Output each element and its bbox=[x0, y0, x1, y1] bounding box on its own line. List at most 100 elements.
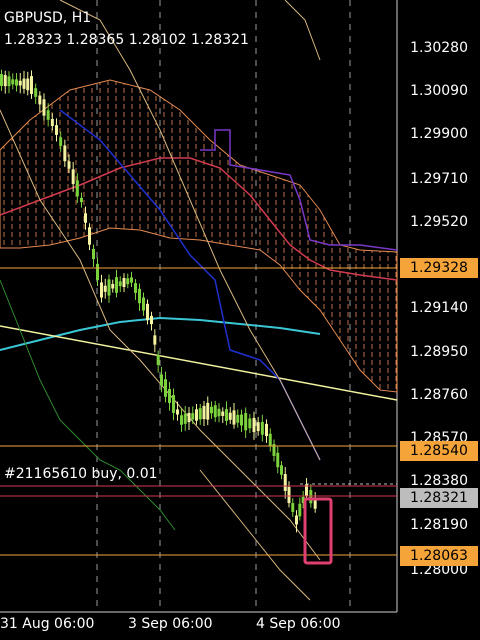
price-tick: 1.30280 bbox=[410, 40, 468, 56]
candle-body bbox=[252, 417, 256, 433]
time-tick: 4 Sep 06:00 bbox=[256, 616, 341, 632]
candle-body bbox=[228, 412, 232, 420]
candle-body bbox=[7, 76, 11, 87]
candle-body bbox=[122, 278, 126, 287]
price-tick: 1.28950 bbox=[410, 344, 468, 360]
candle-body bbox=[126, 278, 130, 285]
candle-body bbox=[160, 374, 163, 386]
chikou-line bbox=[0, 279, 176, 531]
candle-body bbox=[96, 263, 99, 281]
price-tick: 1.29140 bbox=[410, 300, 468, 316]
highlight-box[interactable] bbox=[303, 497, 333, 565]
candle-body bbox=[92, 248, 95, 260]
level-b-label: 1.28540 bbox=[400, 441, 478, 461]
candle-body bbox=[11, 79, 15, 85]
price-tick: 1.29710 bbox=[410, 171, 468, 187]
candle-body bbox=[213, 405, 217, 418]
candle-body bbox=[153, 335, 157, 345]
candle-body bbox=[146, 303, 149, 321]
trend-line bbox=[0, 325, 398, 401]
level-a-label: 1.29328 bbox=[400, 258, 478, 278]
candle-body bbox=[88, 227, 91, 245]
candle-body bbox=[313, 497, 317, 509]
candle-body bbox=[26, 78, 30, 91]
candle-body bbox=[198, 408, 202, 420]
price-tick: 1.29900 bbox=[410, 126, 468, 142]
time-tick: 3 Sep 06:00 bbox=[128, 616, 213, 632]
candle-body bbox=[168, 389, 171, 403]
candle-body bbox=[50, 118, 54, 127]
candle-body bbox=[183, 413, 187, 424]
bid-label: 1.28321 bbox=[400, 488, 478, 508]
chart-ohlc: 1.28323 1.28365 1.28102 1.28321 bbox=[4, 32, 249, 48]
candle-body bbox=[30, 76, 33, 94]
ichimoku-cloud bbox=[0, 79, 398, 393]
candle-body bbox=[210, 406, 213, 414]
candle-body bbox=[221, 411, 225, 416]
candle-body bbox=[34, 88, 38, 97]
envelope-bottom bbox=[199, 469, 311, 601]
candle-body bbox=[187, 412, 191, 423]
candle-body bbox=[202, 405, 206, 420]
candle-body bbox=[291, 503, 295, 512]
candle-body bbox=[115, 277, 118, 293]
candle-body bbox=[75, 180, 79, 197]
candle-body bbox=[84, 213, 87, 223]
candle-body bbox=[180, 415, 183, 425]
candle-body bbox=[244, 413, 248, 431]
candle-body bbox=[59, 137, 63, 146]
candle-body bbox=[301, 496, 305, 504]
candle-body bbox=[71, 169, 75, 185]
price-tick: 1.28190 bbox=[410, 517, 468, 533]
level-c-label: 1.28063 bbox=[400, 546, 478, 566]
candle-body bbox=[3, 75, 7, 87]
candle-body bbox=[195, 409, 198, 421]
candle-body bbox=[295, 515, 298, 525]
candle-body bbox=[305, 484, 308, 496]
candle-body bbox=[164, 379, 167, 397]
candle-body bbox=[55, 125, 58, 135]
candle-body bbox=[63, 145, 67, 162]
candle-body bbox=[280, 465, 283, 475]
candle-body bbox=[172, 395, 175, 413]
candle-body bbox=[256, 422, 260, 432]
candle-body bbox=[260, 421, 264, 435]
candle-body bbox=[42, 99, 46, 116]
candle-body bbox=[118, 281, 122, 287]
order-label: #21165610 buy, 0.01 bbox=[4, 466, 158, 482]
price-tick: 1.28760 bbox=[410, 387, 468, 403]
candle-body bbox=[156, 355, 160, 365]
time-tick: 31 Aug 06:00 bbox=[0, 616, 95, 632]
candle-body bbox=[276, 452, 280, 468]
candle-body bbox=[38, 95, 42, 105]
candle-body bbox=[67, 161, 71, 169]
price-tick: 1.29520 bbox=[410, 214, 468, 230]
candle-body bbox=[176, 409, 179, 415]
price-tick: 1.28000 bbox=[410, 562, 468, 578]
candle-body bbox=[150, 315, 153, 325]
candle-body bbox=[46, 110, 50, 120]
candle-body bbox=[22, 78, 26, 89]
candle-body bbox=[287, 486, 291, 504]
candle-body bbox=[240, 414, 243, 426]
price-tick: 1.28380 bbox=[410, 473, 468, 489]
envelope-top bbox=[284, 0, 321, 61]
candle-body bbox=[265, 423, 268, 437]
candle-body bbox=[309, 490, 313, 504]
candle-body bbox=[80, 197, 83, 203]
candle-body bbox=[217, 408, 221, 417]
envelope-upper bbox=[59, 0, 321, 461]
teal-ma bbox=[0, 316, 321, 351]
senkou-span-purple bbox=[200, 129, 398, 251]
candle-body bbox=[232, 410, 236, 425]
candle-body bbox=[107, 279, 111, 296]
price-tick: 1.30090 bbox=[410, 83, 468, 99]
candle-body bbox=[272, 444, 276, 456]
candle-body bbox=[100, 282, 103, 298]
candle-body bbox=[15, 79, 18, 86]
candle-body bbox=[236, 414, 240, 423]
candle-body bbox=[138, 288, 141, 304]
candle-body bbox=[206, 402, 210, 420]
candle-body bbox=[298, 503, 302, 517]
